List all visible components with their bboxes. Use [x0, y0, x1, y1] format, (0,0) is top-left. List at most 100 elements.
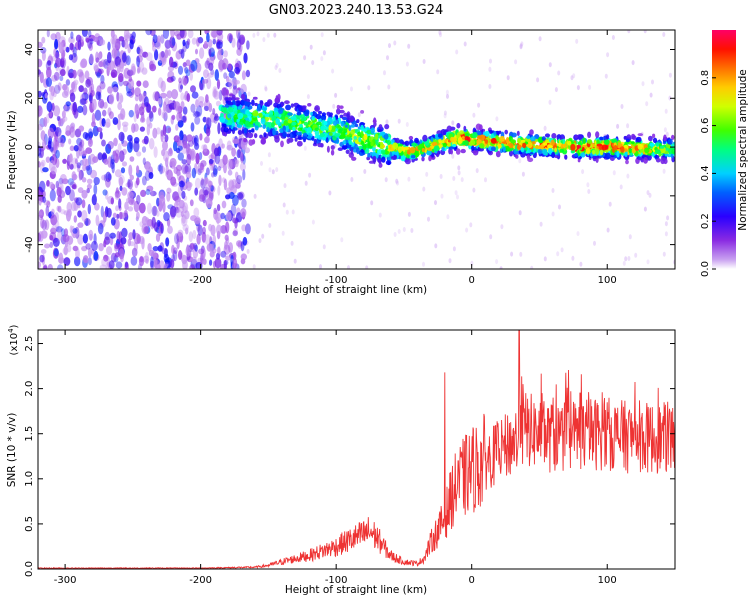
- heatmap-cell: [82, 158, 88, 166]
- heatmap-cell: [570, 143, 576, 151]
- heatmap-cell: [395, 137, 400, 144]
- heatmap-cell: [42, 196, 46, 203]
- heatmap-cell: [197, 36, 204, 44]
- heatmap-cell: [263, 132, 267, 138]
- heatmap-cell: [548, 99, 552, 105]
- heatmap-cell: [70, 201, 77, 212]
- heatmap-cell: [388, 43, 391, 49]
- heatmap-cell: [139, 221, 144, 227]
- heatmap-cell: [167, 148, 173, 157]
- heatmap-cell: [430, 136, 434, 142]
- heatmap-cell: [644, 147, 650, 154]
- heatmap-cell: [617, 142, 621, 149]
- heatmap-cell: [216, 204, 221, 212]
- heatmap-cell: [325, 137, 329, 144]
- heatmap-cell: [450, 136, 454, 143]
- heatmap-cell: [91, 112, 96, 125]
- heatmap-cell: [620, 104, 624, 109]
- heatmap-cell: [228, 71, 235, 79]
- heatmap-cell: [158, 107, 162, 116]
- heatmap-cell: [419, 139, 423, 145]
- heatmap-cell: [408, 135, 414, 141]
- heatmap-cell: [342, 140, 347, 145]
- heatmap-cell: [177, 65, 184, 75]
- heatmap-cell: [329, 112, 333, 117]
- heatmap-cell: [107, 107, 112, 116]
- heatmap-cell: [556, 251, 560, 257]
- heatmap-cell: [112, 212, 117, 219]
- heatmap-cell: [437, 133, 443, 138]
- heatmap-cell: [84, 70, 90, 80]
- heatmap-cell: [70, 31, 74, 40]
- heatmap-cell: [339, 105, 344, 109]
- heatmap-cell: [358, 137, 362, 143]
- heatmap-cell: [436, 69, 440, 75]
- heatmap-cell: [457, 170, 461, 176]
- heatmap-cell: [284, 100, 290, 105]
- heatmap-cell: [152, 246, 159, 252]
- heatmap-cell: [225, 255, 231, 261]
- heatmap-cell: [182, 62, 187, 68]
- heatmap-cell: [551, 188, 555, 193]
- heatmap-cell: [611, 35, 615, 40]
- heatmap-cell: [69, 225, 73, 234]
- heatmap-cell: [296, 131, 302, 136]
- heatmap-cell: [322, 50, 326, 56]
- heatmap-cell: [596, 143, 603, 147]
- heatmap-cell: [171, 89, 179, 100]
- heatmap-cell: [519, 251, 523, 257]
- heatmap-cell: [53, 105, 61, 117]
- heatmap-cell: [177, 120, 184, 128]
- heatmap-cell: [167, 49, 171, 56]
- heatmap-cell: [91, 194, 97, 206]
- heatmap-cell: [370, 127, 375, 134]
- heatmap-cell: [300, 114, 305, 118]
- heatmap-cell: [128, 199, 136, 206]
- heatmap-cell: [463, 41, 467, 47]
- heatmap-cell: [243, 114, 248, 119]
- heatmap-cell: [89, 86, 93, 93]
- heatmap-cell: [252, 110, 258, 117]
- heatmap-cell: [85, 243, 92, 250]
- heatmap-cell: [240, 109, 245, 113]
- heatmap-cell: [620, 146, 625, 153]
- heatmap-cell: [224, 240, 228, 250]
- heatmap-cell: [334, 92, 338, 98]
- heatmap-cell: [75, 248, 80, 260]
- heatmap-cell: [46, 66, 52, 79]
- heatmap-cell: [107, 86, 113, 94]
- heatmap-cell: [464, 135, 469, 142]
- heatmap-cell: [247, 132, 254, 139]
- heatmap-cell: [128, 232, 134, 241]
- heatmap-cell: [138, 255, 145, 267]
- heatmap-cell: [240, 241, 245, 252]
- heatmap-cell: [241, 198, 247, 208]
- heatmap-cell: [211, 172, 215, 178]
- heatmap-cell: [225, 211, 232, 222]
- heatmap-cell: [142, 255, 150, 263]
- colorbar-tick-label: 0.4: [700, 165, 711, 181]
- heatmap-cell: [186, 93, 191, 102]
- heatmap-cell: [264, 86, 268, 92]
- heatmap-cell: [387, 84, 391, 90]
- heatmap-cell: [191, 91, 199, 99]
- heatmap-cell: [89, 92, 93, 104]
- heatmap-cell: [227, 158, 233, 171]
- heatmap-cell: [216, 246, 221, 254]
- heatmap-cell: [61, 178, 69, 185]
- heatmap-cell: [595, 148, 600, 155]
- heatmap-cell: [271, 169, 275, 175]
- heatmap-cell: [124, 261, 129, 268]
- heatmap-cell: [69, 92, 76, 103]
- heatmap-cell: [112, 86, 119, 93]
- heatmap-cell: [406, 153, 410, 159]
- heatmap-cell: [147, 243, 152, 252]
- heatmap-cell: [422, 261, 425, 267]
- heatmap-cell: [314, 135, 320, 139]
- heatmap-cell: [356, 119, 360, 124]
- heatmap-cell: [385, 119, 389, 125]
- heatmap-cell: [207, 72, 214, 78]
- heatmap-cell: [477, 102, 481, 108]
- heatmap-cell: [472, 131, 478, 139]
- heatmap-cell: [68, 36, 75, 44]
